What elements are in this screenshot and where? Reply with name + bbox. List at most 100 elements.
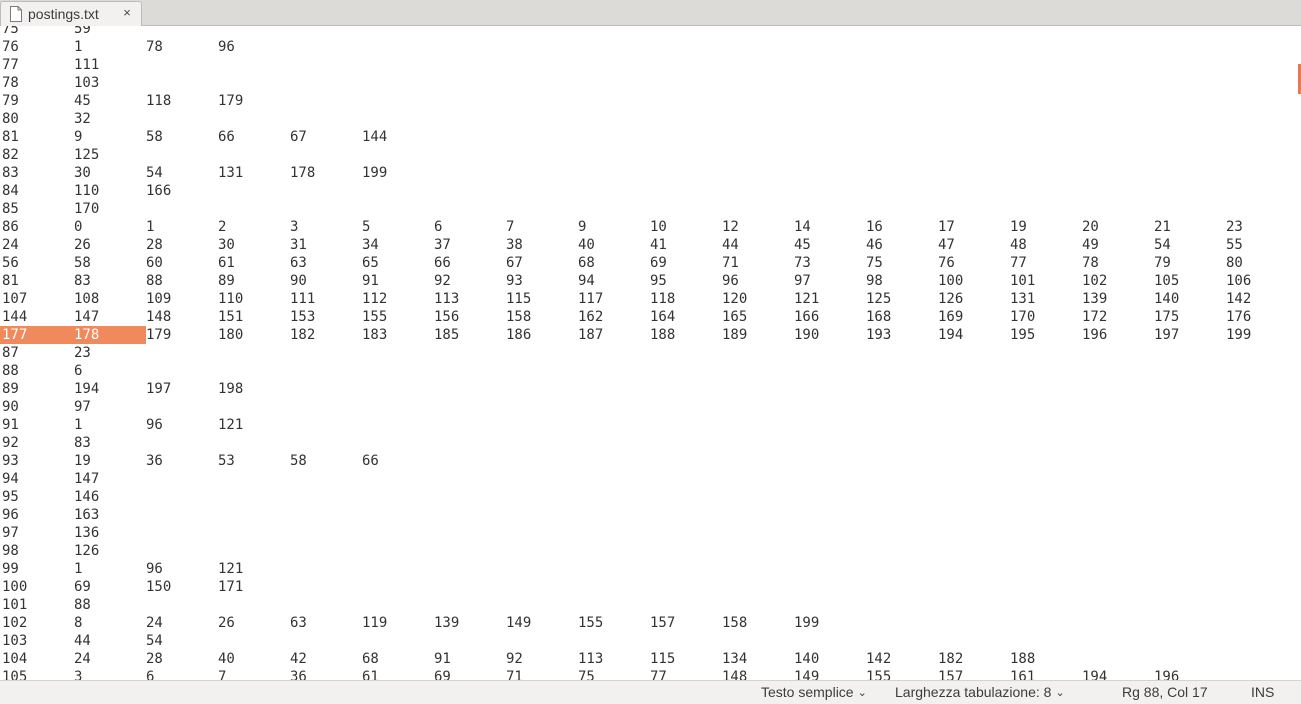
line-field: 110: [74, 183, 100, 199]
line-field: 185: [434, 327, 460, 343]
line-field: 8: [74, 615, 83, 631]
text-line[interactable]: 78 103: [0, 74, 1286, 92]
text-line[interactable]: 89 194 197 198: [0, 380, 1286, 398]
line-field: 100: [2, 579, 28, 595]
line-field: 32: [74, 111, 91, 127]
text-line[interactable]: 104 24 28 40 42 68 91 92 113 115 134 140 142 182 188: [0, 650, 1286, 668]
line-field: 180: [218, 327, 244, 343]
text-line[interactable]: 177 178 179 180 182 183 185 186 187 188 189 190 193 1…: [0, 326, 1286, 344]
line-field: 188: [650, 327, 676, 343]
line-field: 88: [2, 363, 19, 379]
line-field: 78: [146, 39, 163, 55]
line-field: 125: [74, 147, 100, 163]
line-field: 161: [1010, 669, 1036, 680]
line-field: 45: [74, 93, 91, 109]
text-line[interactable]: 101 88: [0, 596, 1286, 614]
line-field: 163: [74, 507, 100, 523]
line-field: 2: [218, 219, 227, 235]
line-field: 41: [650, 237, 667, 253]
line-field: 38: [506, 237, 523, 253]
line-field: 195: [1010, 327, 1036, 343]
text-line[interactable]: 105 3 6 7 36 61 69 71 75 77 148 149 155 157 161 194 196: [0, 668, 1286, 680]
text-line[interactable]: 86 0 1 2 3 5 6 7 9 10 12 14 16 17 19 20 21 23: [0, 218, 1286, 236]
line-field: 78: [1082, 255, 1099, 271]
line-field: 54: [146, 165, 163, 181]
text-line[interactable]: 56 58 60 61 63 65 66 67 68 69 71 73 75 76 77 78 79 80: [0, 254, 1286, 272]
text-line[interactable]: 144 147 148 151 153 155 156 158 162 164 165 166 168 1…: [0, 308, 1286, 326]
line-field: 172: [1082, 309, 1108, 325]
tab-filename: postings.txt: [28, 6, 99, 22]
text-line[interactable]: 91 1 96 121: [0, 416, 1286, 434]
text-line[interactable]: 99 1 96 121: [0, 560, 1286, 578]
line-field: 111: [74, 57, 100, 73]
line-field: 89: [2, 381, 19, 397]
line-field: 83: [2, 165, 19, 181]
text-area[interactable]: 75 59 76 1 78 96 77 111 78 103 79 45 118 179 80 32 81 9 58…: [0, 26, 1286, 680]
line-field: 100: [938, 273, 964, 289]
line-field: 170: [1010, 309, 1036, 325]
text-line[interactable]: 88 6: [0, 362, 1286, 380]
line-field: 83: [74, 273, 91, 289]
text-line[interactable]: 24 26 28 30 31 34 37 38 40 41 44 45 46 47 48 49 54 55: [0, 236, 1286, 254]
text-line[interactable]: 102 8 24 26 63 119 139 149 155 157 158 199: [0, 614, 1286, 632]
text-line[interactable]: 87 23: [0, 344, 1286, 362]
line-field: 61: [362, 669, 379, 680]
text-line[interactable]: 85 170: [0, 200, 1286, 218]
line-field: 121: [218, 561, 244, 577]
line-field: 73: [794, 255, 811, 271]
text-line[interactable]: 76 1 78 96: [0, 38, 1286, 56]
text-line[interactable]: 93 19 36 53 58 66: [0, 452, 1286, 470]
text-line[interactable]: 75 59: [0, 26, 1286, 38]
scroll-position-marker[interactable]: [1298, 64, 1301, 94]
line-field: 37: [434, 237, 451, 253]
line-field: 66: [362, 453, 379, 469]
tab-width-selector[interactable]: Larghezza tabulazione: 8 ⌄: [895, 684, 1065, 701]
selection-highlight: [0, 326, 146, 344]
line-field: 91: [2, 417, 19, 433]
text-line[interactable]: 95 146: [0, 488, 1286, 506]
line-field: 26: [218, 615, 235, 631]
line-field: 28: [146, 651, 163, 667]
line-field: 24: [146, 615, 163, 631]
text-line[interactable]: 84 110 166: [0, 182, 1286, 200]
line-field: 0: [74, 219, 83, 235]
line-field: 24: [2, 237, 19, 253]
line-field: 10: [650, 219, 667, 235]
text-line[interactable]: 92 83: [0, 434, 1286, 452]
line-field: 3: [290, 219, 299, 235]
text-line[interactable]: 82 125: [0, 146, 1286, 164]
text-editor[interactable]: 75 59 76 1 78 96 77 111 78 103 79 45 118 179 80 32 81 9 58…: [0, 26, 1301, 680]
line-field: 96: [146, 417, 163, 433]
line-field: 189: [722, 327, 748, 343]
text-line[interactable]: 80 32: [0, 110, 1286, 128]
line-field: 144: [2, 309, 28, 325]
line-field: 119: [362, 615, 388, 631]
text-line[interactable]: 83 30 54 131 178 199: [0, 164, 1286, 182]
line-field: 131: [1010, 291, 1036, 307]
chevron-down-icon: ⌄: [857, 687, 867, 699]
text-line[interactable]: 100 69 150 171: [0, 578, 1286, 596]
line-field: 155: [362, 309, 388, 325]
text-line[interactable]: 107 108 109 110 111 112 113 115 117 118 120 121 125 1…: [0, 290, 1286, 308]
line-field: 149: [506, 615, 532, 631]
line-field: 19: [1010, 219, 1027, 235]
text-line[interactable]: 90 97: [0, 398, 1286, 416]
overview-scrollbar[interactable]: [1286, 26, 1301, 680]
line-field: 108: [74, 291, 100, 307]
text-line[interactable]: 97 136: [0, 524, 1286, 542]
syntax-language-selector[interactable]: Testo semplice ⌄: [761, 684, 867, 701]
text-line[interactable]: 98 126: [0, 542, 1286, 560]
text-line[interactable]: 94 147: [0, 470, 1286, 488]
text-line[interactable]: 103 44 54: [0, 632, 1286, 650]
line-field: 118: [146, 93, 172, 109]
text-line[interactable]: 79 45 118 179: [0, 92, 1286, 110]
line-field: 97: [74, 399, 91, 415]
text-line[interactable]: 81 83 88 89 90 91 92 93 94 95 96 97 98 100 101 102 105 10…: [0, 272, 1286, 290]
insert-mode-indicator[interactable]: INS: [1251, 684, 1275, 700]
line-field: 151: [218, 309, 244, 325]
close-icon[interactable]: ×: [123, 5, 131, 20]
tab-postings[interactable]: postings.txt ×: [0, 1, 142, 26]
text-line[interactable]: 96 163: [0, 506, 1286, 524]
text-line[interactable]: 81 9 58 66 67 144: [0, 128, 1286, 146]
text-line[interactable]: 77 111: [0, 56, 1286, 74]
